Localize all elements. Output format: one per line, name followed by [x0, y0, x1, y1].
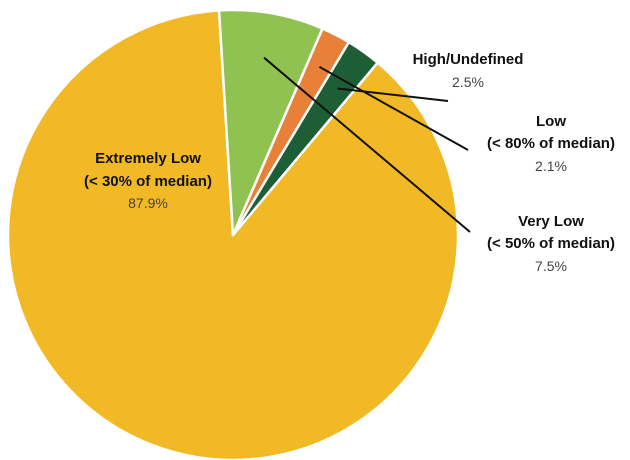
- slice-detail: (< 30% of median): [84, 173, 212, 190]
- slice-detail: (< 50% of median): [487, 235, 615, 252]
- slice-name: Very Low: [518, 213, 584, 230]
- label-very-low: Very Low (< 50% of median) 7.5%: [487, 213, 615, 274]
- leader-line-high-undefined: [337, 87, 449, 102]
- slice-very-low: [217, 8, 324, 237]
- slice-detail: (< 80% of median): [487, 135, 615, 152]
- label-high-undefined: High/Undefined 2.5%: [413, 51, 524, 90]
- slice-value-label: 7.5%: [535, 258, 567, 274]
- leader-lines: [263, 56, 471, 233]
- label-low: Low (< 80% of median) 2.1%: [487, 113, 615, 174]
- slice-value-label: 2.1%: [535, 158, 567, 174]
- pie-slices: [6, 8, 460, 460]
- slice-high-undefined: [231, 40, 379, 237]
- leader-line-low: [318, 66, 469, 151]
- label-extremely-low: Extremely Low (< 30% of median) 87.9%: [84, 150, 212, 211]
- slice-value-label: 87.9%: [128, 195, 168, 211]
- slice-value-label: 2.5%: [452, 74, 484, 90]
- slice-name: Low: [536, 113, 566, 130]
- leader-line-very-low: [263, 56, 471, 233]
- slice-name: High/Undefined: [413, 51, 524, 68]
- slice-name: Extremely Low: [95, 150, 201, 167]
